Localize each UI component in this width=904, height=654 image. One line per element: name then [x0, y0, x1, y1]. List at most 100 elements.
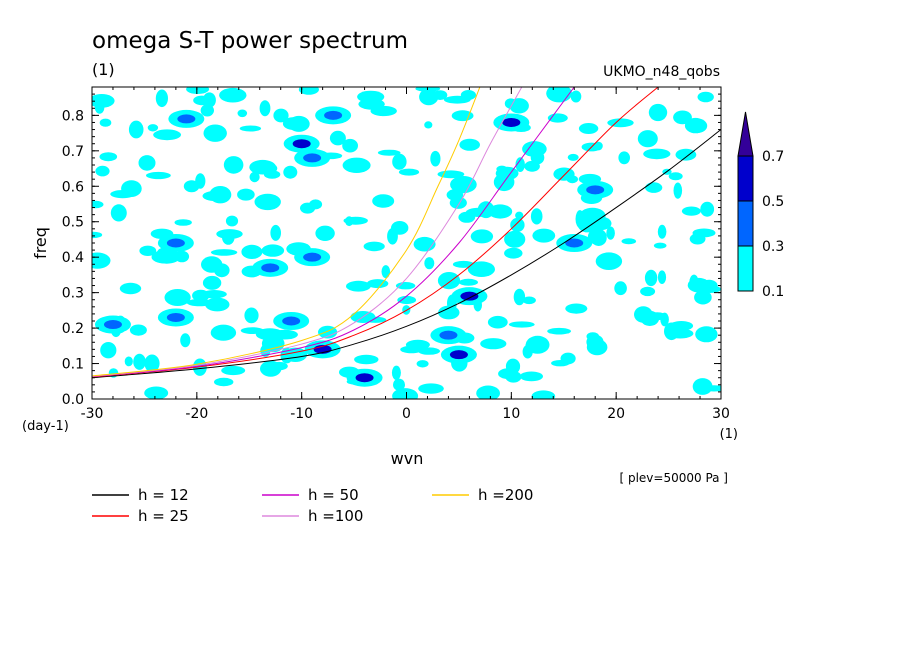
- noise-blob: [637, 130, 658, 148]
- noise-blob: [530, 150, 545, 165]
- noise-blob: [124, 356, 133, 367]
- noise-blob: [92, 252, 111, 269]
- noise-blob: [595, 252, 623, 270]
- noise-blob: [354, 354, 379, 365]
- noise-blob: [418, 383, 444, 394]
- series-line: [92, 87, 659, 378]
- noise-blob: [614, 281, 627, 296]
- legend-label: h =200: [478, 486, 533, 504]
- noise-blob: [577, 217, 598, 233]
- spectral-peaks: [94, 106, 614, 387]
- noise-blob: [418, 347, 440, 355]
- noise-blob: [430, 150, 441, 167]
- noise-blob: [92, 94, 115, 108]
- noise-blob: [129, 324, 147, 336]
- noise-blob: [315, 225, 335, 241]
- series-line: [92, 87, 523, 377]
- noise-blob: [488, 204, 513, 219]
- legend: h = 12 h = 25 h = 50 h =100 h =200: [92, 486, 533, 525]
- dispersion-curves: [92, 87, 721, 379]
- noise-blob: [467, 261, 495, 278]
- noise-blob: [586, 339, 608, 356]
- peak-core: [103, 320, 122, 330]
- noise-blob: [681, 206, 701, 216]
- noise-blob: [532, 228, 556, 243]
- noise-blob: [283, 165, 298, 179]
- y-tick-label: 0.7: [62, 144, 84, 160]
- noise-blob: [99, 118, 112, 127]
- noise-blob: [364, 316, 387, 323]
- noise-blob: [95, 165, 110, 177]
- noise-blob: [151, 250, 178, 264]
- noise-blob: [210, 249, 238, 256]
- peak-core: [177, 114, 196, 124]
- noise-blob: [92, 200, 104, 209]
- noise-blob: [565, 303, 588, 314]
- noise-blob: [700, 201, 715, 217]
- noise-blob: [138, 155, 156, 171]
- noise-blob: [147, 124, 159, 132]
- noise-blob: [119, 282, 142, 295]
- noise-blob: [590, 230, 607, 247]
- noise-blob: [424, 257, 435, 270]
- x-tick-label: -20: [185, 406, 208, 422]
- noise-blob: [392, 153, 407, 170]
- model-label: UKMO_n48_qobs: [603, 64, 720, 80]
- peak-core: [565, 238, 584, 248]
- legend-label: h = 25: [138, 507, 189, 525]
- peak-core: [282, 316, 301, 326]
- noise-blob: [370, 105, 397, 117]
- y-axis-label: freq: [31, 227, 50, 259]
- noise-blob: [153, 129, 182, 141]
- noise-blob: [203, 124, 227, 142]
- noise-blob: [261, 244, 285, 257]
- series-line: [92, 87, 575, 378]
- noise-blob: [99, 152, 118, 162]
- noise-blob: [219, 87, 247, 103]
- noise-blob: [377, 149, 401, 156]
- noise-blob: [174, 250, 190, 263]
- noise-blob: [618, 151, 630, 165]
- noise-blob: [298, 87, 319, 95]
- noise-blob: [342, 138, 358, 153]
- noise-blob: [271, 329, 298, 340]
- noise-blob: [372, 194, 395, 208]
- peak-core: [303, 252, 322, 262]
- peak-core: [460, 291, 479, 301]
- colorbar-label: 0.5: [762, 194, 784, 210]
- noise-blob: [437, 272, 461, 290]
- noise-blob: [519, 371, 544, 382]
- chart-subtitle: (1): [92, 60, 115, 79]
- noise-field: [92, 87, 721, 399]
- noise-blob: [240, 327, 264, 334]
- x-tick-label: -10: [290, 406, 313, 422]
- noise-blob: [402, 305, 411, 315]
- noise-blob: [391, 365, 401, 380]
- y-tick-label: 0.2: [62, 321, 84, 337]
- noise-blob: [180, 333, 191, 348]
- noise-blob: [164, 289, 191, 306]
- series-line: [92, 87, 481, 377]
- noise-blob: [487, 315, 508, 329]
- noise-blob: [437, 170, 465, 179]
- noise-blob: [432, 90, 448, 100]
- noise-blob: [193, 95, 211, 106]
- peak-core: [502, 117, 521, 127]
- noise-blob: [186, 87, 210, 94]
- noise-blob: [195, 173, 206, 189]
- noise-blob: [398, 168, 420, 176]
- noise-blob: [668, 172, 683, 181]
- noise-blob: [202, 275, 222, 290]
- noise-blob: [689, 274, 699, 291]
- noise-blob: [673, 110, 692, 125]
- noise-blob: [223, 156, 244, 174]
- y-tick-label: 0.8: [62, 108, 84, 124]
- noise-blob: [225, 215, 239, 227]
- noise-blob: [214, 377, 234, 387]
- noise-blob: [139, 245, 157, 256]
- noise-blob: [353, 216, 363, 224]
- noise-blob: [551, 360, 570, 367]
- noise-blob: [128, 120, 144, 139]
- noise-blob: [239, 125, 262, 132]
- noise-blob: [241, 244, 263, 259]
